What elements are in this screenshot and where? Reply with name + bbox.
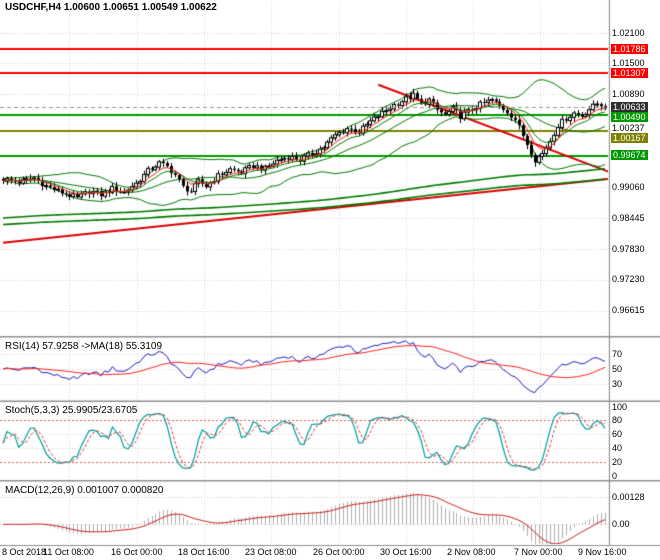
time-tick-label: 23 Oct 08:00: [245, 547, 297, 557]
time-tick-label: 8 Oct 2018: [2, 547, 47, 557]
time-tick-label: 18 Oct 16:00: [178, 547, 230, 557]
time-tick-label: 26 Oct 00:00: [313, 547, 365, 557]
time-axis[interactable]: 8 Oct 2018 11 Oct 08:00 16 Oct 00:00 18 Oct…: [0, 546, 660, 560]
time-tick-label: 30 Oct 16:00: [380, 547, 432, 557]
time-tick-label: 7 Nov 00:00: [514, 547, 563, 557]
time-tick-label: 16 Oct 00:00: [111, 547, 163, 557]
time-tick-label: 11 Oct 08:00: [43, 547, 94, 557]
price-axis[interactable]: [610, 0, 660, 546]
time-tick-label: 9 Nov 16:00: [578, 547, 627, 557]
time-tick-label: 2 Nov 08:00: [447, 547, 496, 557]
